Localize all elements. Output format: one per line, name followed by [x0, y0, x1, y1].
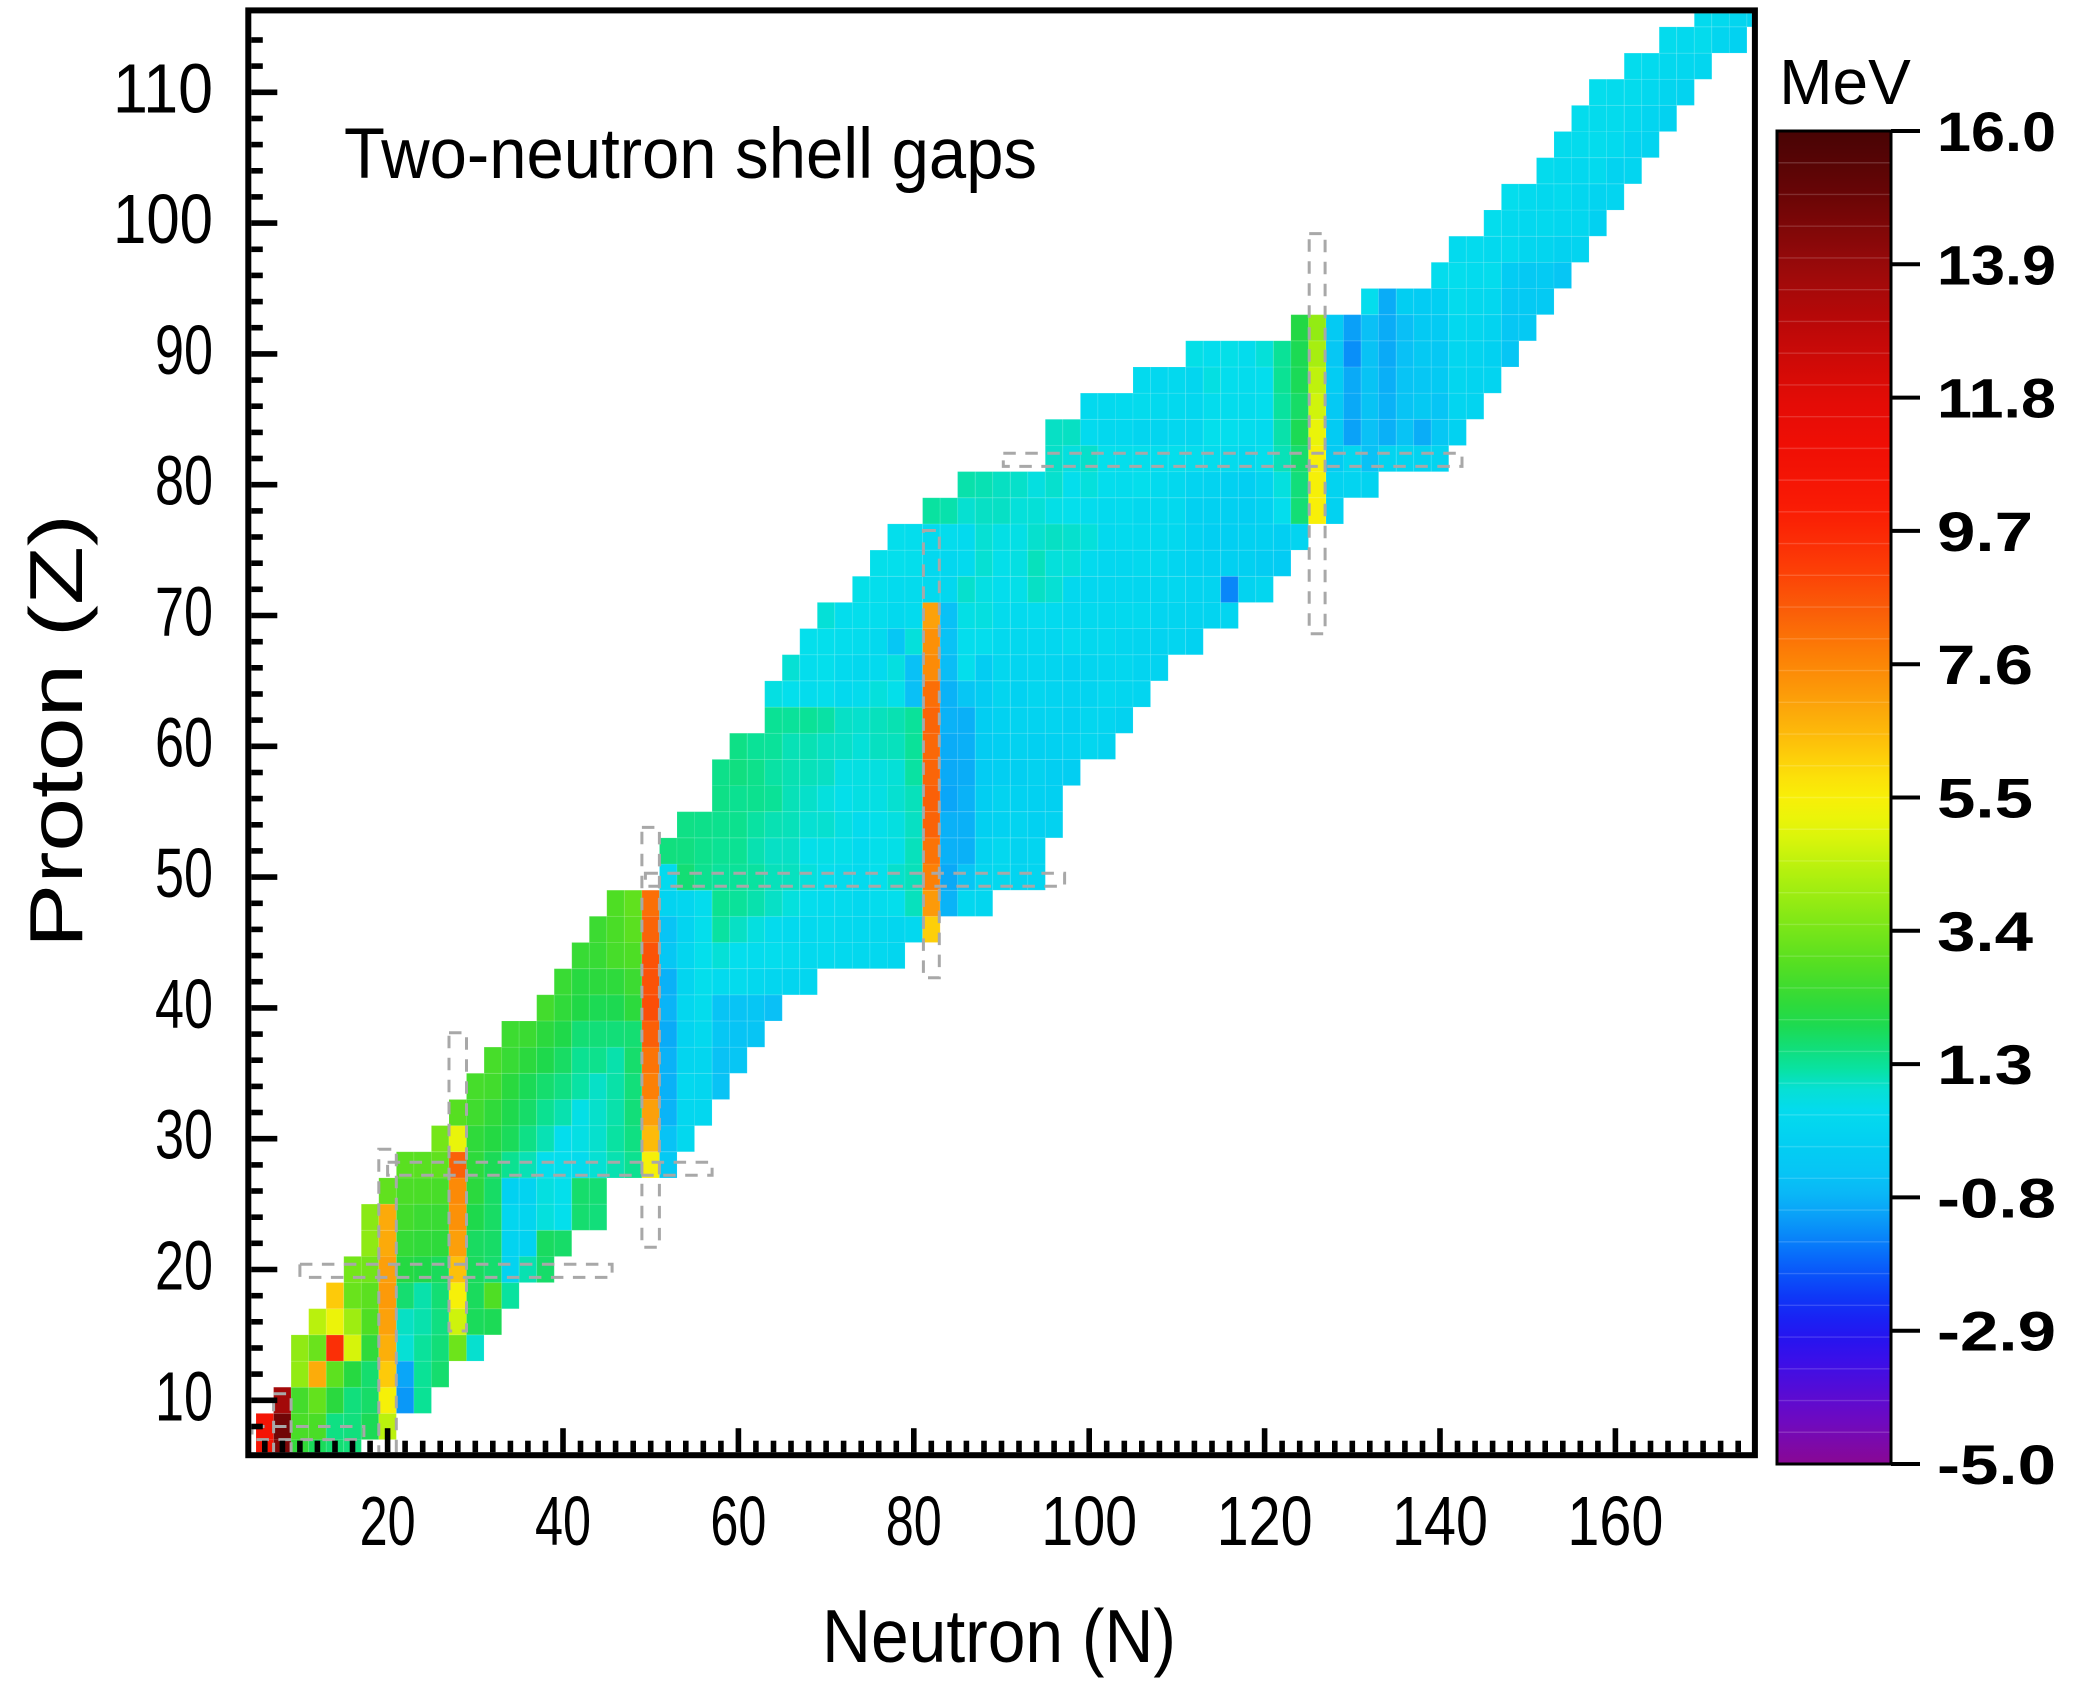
svg-text:140: 140: [1392, 1482, 1488, 1560]
svg-text:Two-neutron shell gaps: Two-neutron shell gaps: [344, 115, 1037, 194]
svg-text:20: 20: [155, 1227, 213, 1305]
svg-text:30: 30: [155, 1096, 213, 1174]
svg-text:160: 160: [1567, 1482, 1663, 1560]
svg-text:-5.0: -5.0: [1937, 1433, 2056, 1496]
svg-text:60: 60: [710, 1482, 766, 1560]
svg-text:120: 120: [1217, 1482, 1313, 1560]
svg-text:40: 40: [155, 965, 213, 1043]
svg-text:80: 80: [155, 442, 213, 520]
svg-text:9.7: 9.7: [1937, 500, 2033, 563]
svg-text:10: 10: [155, 1357, 213, 1435]
svg-text:110: 110: [113, 49, 213, 127]
svg-text:-0.8: -0.8: [1937, 1166, 2056, 1229]
svg-text:3.4: 3.4: [1937, 900, 2033, 963]
svg-text:MeV: MeV: [1779, 46, 1911, 118]
svg-text:16.0: 16.0: [1937, 100, 2056, 163]
svg-text:90: 90: [155, 311, 213, 389]
svg-text:Neutron (N): Neutron (N): [822, 1594, 1176, 1678]
svg-text:100: 100: [113, 180, 213, 258]
svg-text:50: 50: [155, 834, 213, 912]
svg-text:40: 40: [535, 1482, 591, 1560]
svg-text:5.5: 5.5: [1937, 767, 2033, 830]
svg-text:Proton (Z): Proton (Z): [14, 514, 98, 948]
svg-text:80: 80: [886, 1482, 942, 1560]
svg-text:13.9: 13.9: [1937, 233, 2056, 296]
svg-text:20: 20: [360, 1482, 416, 1560]
svg-text:-2.9: -2.9: [1937, 1300, 2056, 1363]
svg-text:100: 100: [1041, 1482, 1137, 1560]
svg-text:1.3: 1.3: [1937, 1033, 2033, 1096]
svg-text:60: 60: [155, 703, 213, 781]
svg-text:11.8: 11.8: [1937, 367, 2056, 430]
svg-text:70: 70: [155, 573, 213, 651]
svg-text:7.6: 7.6: [1937, 633, 2033, 696]
